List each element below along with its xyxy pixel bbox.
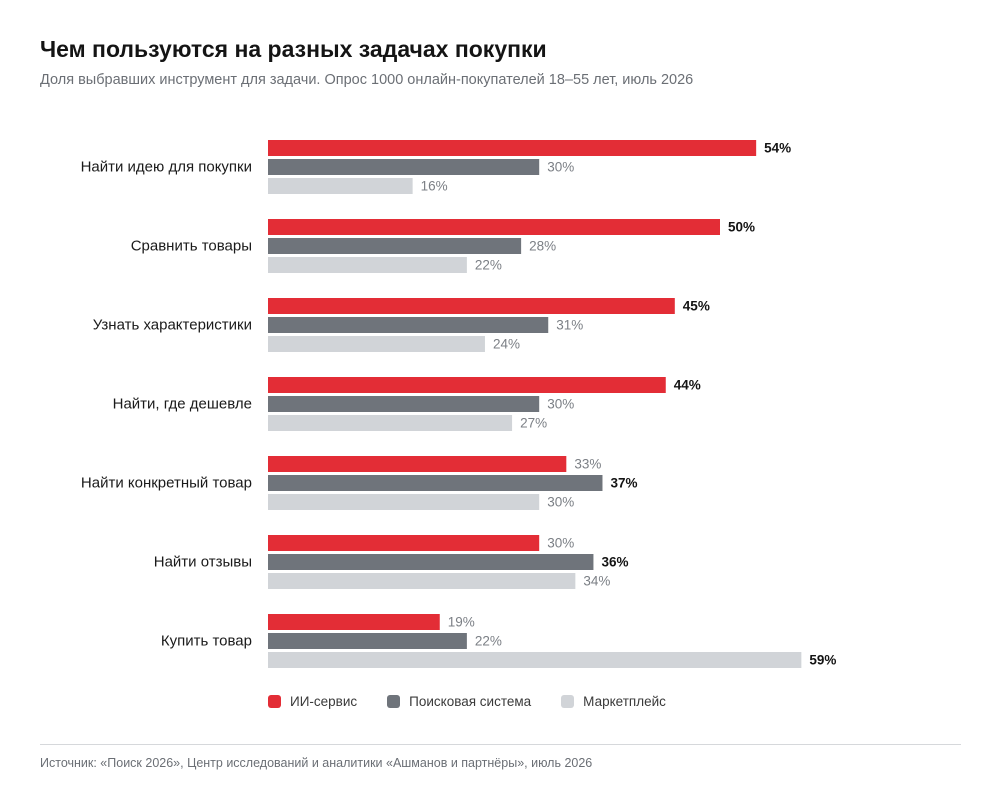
value-label-ai: 45% bbox=[683, 299, 710, 314]
legend-swatch-ai bbox=[268, 695, 281, 708]
value-label-search: 36% bbox=[601, 555, 628, 570]
legend-item-ai: ИИ-сервис bbox=[268, 694, 357, 709]
bar-marketplace bbox=[268, 652, 802, 668]
value-label-search: 31% bbox=[556, 318, 583, 333]
value-label-ai: 54% bbox=[764, 141, 791, 156]
value-label-marketplace: 27% bbox=[520, 416, 547, 431]
bar-ai bbox=[268, 614, 440, 630]
legend-item-search: Поисковая система bbox=[387, 694, 531, 709]
bar-search bbox=[268, 317, 549, 333]
bar-search bbox=[268, 554, 594, 570]
footer-divider bbox=[40, 744, 961, 745]
category-label: Узнать характеристики bbox=[93, 317, 252, 334]
bar-ai bbox=[268, 377, 666, 393]
bar-marketplace bbox=[268, 257, 467, 273]
category-label: Найти, где дешевле bbox=[113, 396, 252, 413]
value-label-marketplace: 22% bbox=[475, 258, 502, 273]
value-label-marketplace: 34% bbox=[583, 574, 610, 589]
legend-item-marketplace: Маркетплейс bbox=[561, 694, 666, 709]
value-label-search: 28% bbox=[529, 239, 556, 254]
value-label-marketplace: 30% bbox=[547, 495, 574, 510]
value-label-marketplace: 24% bbox=[493, 337, 520, 352]
value-label-marketplace: 59% bbox=[809, 653, 836, 668]
category-label: Найти идею для покупки bbox=[81, 159, 252, 176]
bar-ai bbox=[268, 456, 567, 472]
chart-title: Чем пользуются на разных задачах покупки bbox=[40, 36, 547, 62]
legend-label-ai: ИИ-сервис bbox=[290, 694, 358, 709]
bar-search bbox=[268, 238, 522, 254]
bar-marketplace bbox=[268, 573, 576, 589]
value-label-ai: 30% bbox=[547, 536, 574, 551]
value-label-ai: 33% bbox=[574, 457, 601, 472]
bar-marketplace bbox=[268, 178, 413, 194]
bar-ai bbox=[268, 535, 540, 551]
value-label-ai: 50% bbox=[728, 220, 755, 235]
value-label-ai: 44% bbox=[674, 378, 701, 393]
category-label: Купить товар bbox=[161, 633, 252, 650]
bar-search bbox=[268, 159, 540, 175]
legend-label-marketplace: Маркетплейс bbox=[583, 694, 666, 709]
value-label-search: 30% bbox=[547, 160, 574, 175]
bar-ai bbox=[268, 219, 720, 235]
bar-search bbox=[268, 475, 603, 491]
category-label: Найти конкретный товар bbox=[81, 475, 252, 492]
value-label-ai: 19% bbox=[448, 615, 475, 630]
value-label-search: 22% bbox=[475, 634, 502, 649]
legend-label-search: Поисковая система bbox=[409, 694, 532, 709]
legend-swatch-marketplace bbox=[561, 695, 575, 708]
bar-ai bbox=[268, 140, 757, 156]
chart-subtitle: Доля выбравших инструмент для задачи. Оп… bbox=[40, 72, 694, 88]
bar-marketplace bbox=[268, 494, 540, 510]
bar-chart: Найти идею для покупки 54% 30% 16% Сравнить … bbox=[81, 140, 836, 668]
bar-search bbox=[268, 396, 540, 412]
bar-ai bbox=[268, 298, 675, 314]
bar-search bbox=[268, 633, 467, 649]
value-label-search: 37% bbox=[610, 476, 637, 491]
category-label: Сравнить товары bbox=[131, 238, 252, 255]
value-label-marketplace: 16% bbox=[421, 179, 448, 194]
bar-marketplace bbox=[268, 415, 513, 431]
value-label-search: 30% bbox=[547, 397, 574, 412]
legend-swatch-search bbox=[387, 695, 401, 708]
bar-marketplace bbox=[268, 336, 485, 352]
chart-legend: ИИ-сервис Поисковая система Маркетплейс bbox=[268, 694, 666, 709]
source-note: Источник: «Поиск 2026», Центр исследован… bbox=[40, 756, 593, 770]
category-label: Найти отзывы bbox=[154, 554, 252, 571]
